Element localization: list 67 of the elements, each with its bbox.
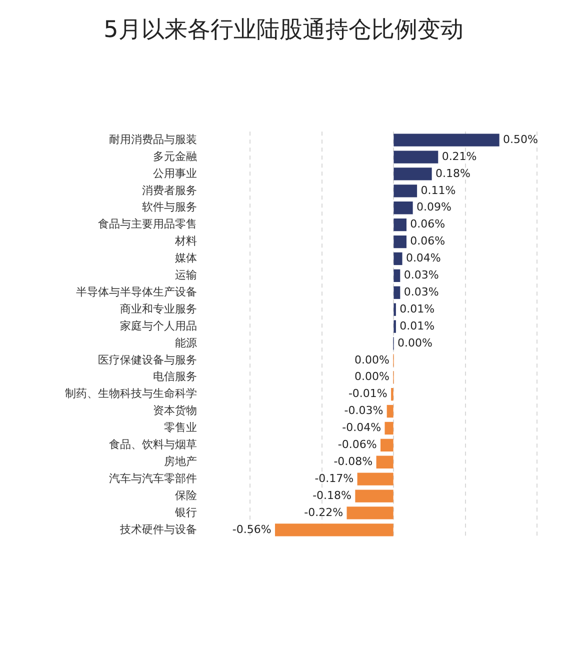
data-label: 0.50% [503, 132, 538, 146]
y-tick-label: 耐用消费品与服装 [109, 132, 197, 146]
data-label: -0.18% [312, 488, 352, 502]
y-tick-label: 房地产 [164, 454, 197, 468]
y-tick-label: 家庭与个人用品 [120, 319, 197, 332]
bar [394, 184, 418, 198]
data-label: 0.01% [400, 319, 435, 332]
y-tick-label: 软件与服务 [142, 200, 197, 214]
bar [394, 269, 400, 282]
data-label: 0.06% [410, 218, 446, 231]
y-tick-label: 材料 [174, 234, 197, 248]
data-label: 0.03% [404, 285, 439, 298]
data-label: 0.00% [354, 370, 390, 384]
y-tick-label: 银行 [174, 506, 197, 519]
data-label: -0.01% [348, 387, 388, 400]
bar [346, 506, 394, 520]
data-label: 0.00% [354, 353, 390, 366]
y-tick-label: 多元金融 [153, 150, 197, 163]
y-tick-label: 食品与主要用品零售 [98, 218, 197, 231]
data-label: -0.56% [232, 522, 272, 536]
y-tick-label: 保险 [175, 488, 197, 502]
y-tick-label: 消费者服务 [142, 184, 197, 197]
bar [386, 404, 394, 418]
chart-title: 5月以来各行业陆股通持仓比例变动 [102, 16, 464, 45]
bar [380, 438, 394, 452]
data-label: 0.06% [410, 234, 446, 248]
y-tick-label: 半导体与半导体生产设备 [76, 285, 197, 298]
data-label: -0.06% [338, 438, 377, 452]
data-label: 0.11% [420, 184, 456, 197]
data-label: 0.04% [406, 252, 441, 265]
data-label: 0.03% [404, 268, 439, 282]
data-label: 0.21% [442, 150, 477, 163]
data-label: -0.03% [344, 404, 384, 418]
y-tick-label: 电信服务 [153, 370, 197, 384]
data-label: -0.04% [342, 421, 382, 434]
bar [355, 490, 394, 502]
y-tick-label: 零售业 [164, 421, 197, 434]
y-tick-label: 汽车与汽车零部件 [109, 472, 197, 485]
bar [394, 202, 413, 214]
bar [384, 422, 394, 435]
y-tick-label: 食品、饮料与烟草 [109, 438, 197, 452]
bar [274, 524, 394, 536]
data-label: 0.01% [400, 302, 435, 316]
bar [394, 134, 500, 146]
y-tick-label: 公用事业 [153, 166, 197, 180]
bar [376, 456, 394, 468]
bar [394, 252, 402, 266]
data-label: 0.09% [416, 200, 452, 214]
y-tick-label: 技术硬件与设备 [119, 522, 197, 536]
y-tick-label: 运输 [175, 268, 197, 282]
bar [394, 150, 438, 164]
bar [394, 168, 432, 180]
bar [357, 472, 394, 486]
data-label: 0.18% [435, 166, 470, 180]
y-tick-label: 制药、生物科技与生命科学 [65, 387, 197, 400]
y-tick-label: 媒体 [175, 252, 197, 265]
y-tick-label: 资本货物 [153, 404, 197, 418]
data-label: -0.17% [314, 472, 354, 485]
bar [394, 235, 406, 248]
y-tick-label: 商业和专业服务 [120, 302, 197, 316]
bar [394, 218, 406, 232]
data-label: -0.08% [334, 454, 373, 468]
y-tick-label: 能源 [175, 336, 197, 350]
bar [394, 286, 400, 299]
data-label: 0.00% [398, 336, 432, 350]
y-tick-label: 医疗保健设备与服务 [98, 353, 197, 366]
data-label: -0.22% [304, 506, 344, 519]
